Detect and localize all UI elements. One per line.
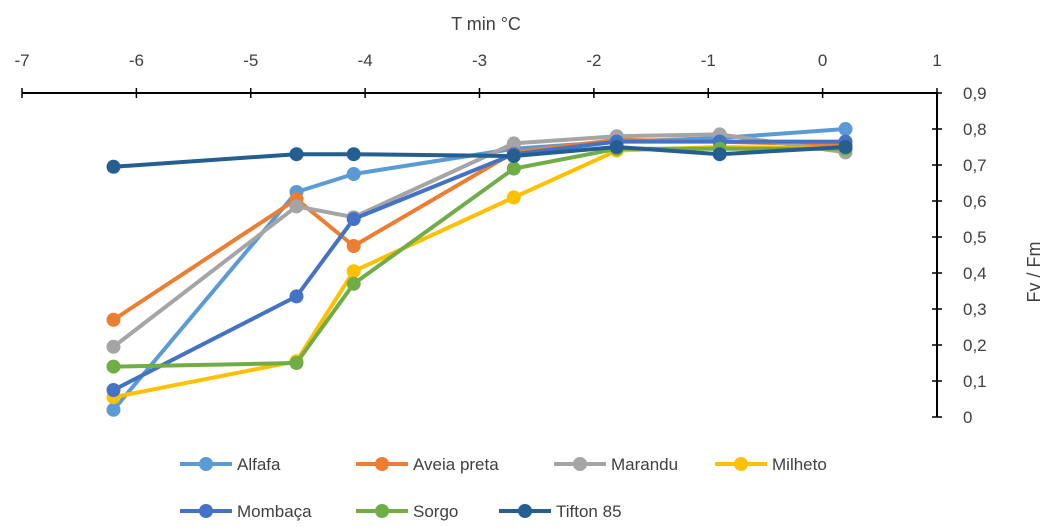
data-point-alfafa	[346, 167, 361, 181]
x-tick-label: -6	[129, 51, 144, 70]
legend-item-alfafa: Alfafa	[180, 455, 281, 474]
data-point-aveia-preta	[346, 239, 361, 253]
data-point-momba-a	[106, 383, 121, 397]
x-axis-title: T min °C	[451, 14, 521, 34]
series-tifton-85	[106, 140, 853, 174]
x-tick-label: -3	[472, 51, 487, 70]
legend-item-tifton-85: Tifton 85	[499, 502, 622, 521]
y-tick-label: 0,4	[963, 264, 987, 283]
series-layer	[106, 122, 853, 417]
data-point-sorgo	[346, 276, 361, 291]
legend-item-marandu: Marandu	[554, 455, 678, 474]
data-point-tifton-85	[289, 147, 304, 162]
y-tick-label: 0,8	[963, 120, 987, 139]
data-point-marandu	[289, 199, 304, 214]
data-point-sorgo	[106, 359, 121, 374]
legend-swatch-marker	[518, 504, 532, 518]
x-tick-label: -7	[14, 51, 29, 70]
x-tick-label: -1	[701, 51, 716, 70]
y-tick-label: 0,6	[963, 192, 987, 211]
y-tick-label: 0,1	[963, 372, 987, 391]
legend: Alfafa Aveia preta Marandu Milheto Mombaça So…	[180, 455, 827, 521]
legend-label: Milheto	[772, 455, 827, 474]
data-point-tifton-85	[346, 147, 361, 162]
data-point-tifton-85	[609, 140, 624, 154]
data-point-momba-a	[289, 289, 304, 304]
data-point-milheto	[506, 190, 521, 205]
series-line-milheto	[111, 145, 848, 400]
legend-swatch-marker	[199, 457, 213, 471]
legend-item-momba-a: Mombaça	[180, 502, 312, 521]
data-point-sorgo	[289, 356, 304, 370]
x-tick-label: -4	[358, 51, 373, 70]
data-point-momba-a	[346, 212, 361, 226]
y-axis-title: Fv / Fm	[1024, 242, 1044, 303]
legend-label: Tifton 85	[556, 502, 622, 521]
legend-label: Alfafa	[237, 455, 281, 474]
legend-label: Marandu	[611, 455, 678, 474]
legend-label: Aveia preta	[413, 455, 499, 474]
data-point-aveia-preta	[106, 312, 121, 327]
data-point-tifton-85	[712, 147, 727, 162]
x-tick-label: -5	[243, 51, 258, 70]
data-point-tifton-85	[838, 140, 853, 154]
legend-item-aveia-preta: Aveia preta	[356, 455, 499, 474]
legend-item-sorgo: Sorgo	[356, 502, 458, 521]
legend-swatch-marker	[734, 457, 748, 471]
data-point-sorgo	[506, 161, 521, 176]
legend-label: Mombaça	[237, 502, 312, 521]
legend-swatch-marker	[375, 457, 389, 471]
data-point-tifton-85	[106, 159, 121, 174]
x-tick-label: 0	[818, 51, 827, 70]
data-point-alfafa	[838, 122, 853, 136]
data-point-marandu	[506, 136, 521, 151]
x-tick-label: -2	[586, 51, 601, 70]
legend-item-milheto: Milheto	[715, 455, 827, 474]
data-point-alfafa	[106, 402, 121, 417]
data-point-milheto	[346, 264, 361, 279]
y-tick-label: 0	[963, 408, 972, 427]
axes: -7 -6 -5 -4 -3 -2 -1 0 1 0 0,1 0,2 0,3 0,4 0,5 0,6 0,7 0,…	[14, 51, 986, 427]
legend-swatch-marker	[573, 457, 587, 471]
series-sorgo	[106, 141, 853, 374]
y-tick-label: 0,9	[963, 84, 987, 103]
legend-swatch-marker	[199, 504, 213, 518]
series-aveia-preta	[106, 132, 853, 327]
series-line-momba-a	[111, 139, 848, 392]
legend-label: Sorgo	[413, 502, 458, 521]
data-point-tifton-85	[506, 149, 521, 163]
y-tick-label: 0,2	[963, 336, 987, 355]
y-tick-label: 0,5	[963, 228, 987, 247]
data-point-marandu	[106, 339, 121, 354]
x-tick-label: 1	[932, 51, 941, 70]
legend-swatch-marker	[375, 504, 389, 518]
y-tick-label: 0,7	[963, 156, 987, 175]
y-tick-label: 0,3	[963, 300, 987, 319]
